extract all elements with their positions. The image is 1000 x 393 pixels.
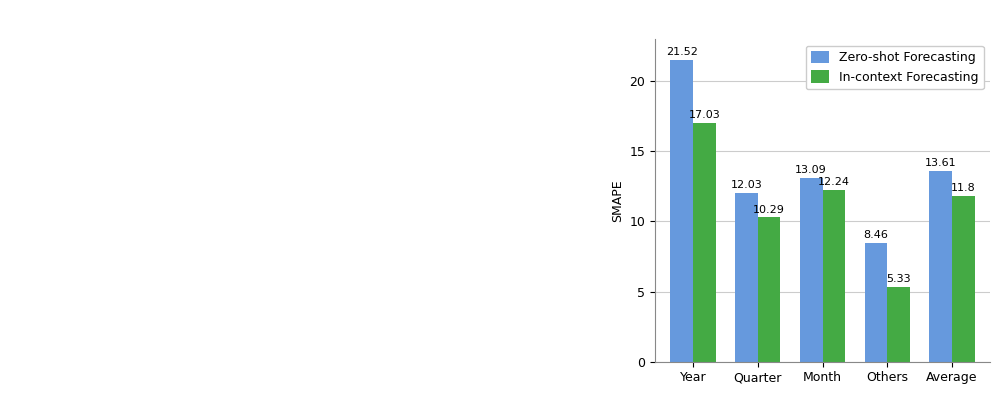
Bar xyxy=(952,196,975,362)
Text: 11.8: 11.8 xyxy=(951,184,976,193)
Bar xyxy=(887,287,910,362)
Text: 21.52: 21.52 xyxy=(666,47,698,57)
Bar xyxy=(735,193,758,362)
Text: 5.33: 5.33 xyxy=(886,274,911,284)
Bar xyxy=(670,60,693,362)
Bar xyxy=(822,190,845,362)
Text: 17.03: 17.03 xyxy=(688,110,720,120)
Text: 13.09: 13.09 xyxy=(795,165,827,175)
Y-axis label: SMAPE: SMAPE xyxy=(611,179,624,222)
Text: 10.29: 10.29 xyxy=(753,205,785,215)
Bar xyxy=(693,123,716,362)
Text: 13.61: 13.61 xyxy=(925,158,957,168)
Text: 12.24: 12.24 xyxy=(818,177,850,187)
Legend: Zero-shot Forecasting, In-context Forecasting: Zero-shot Forecasting, In-context Foreca… xyxy=(806,46,984,89)
Bar xyxy=(758,217,780,362)
Bar xyxy=(929,171,952,362)
Text: 12.03: 12.03 xyxy=(730,180,762,190)
Bar xyxy=(800,178,822,362)
Text: 8.46: 8.46 xyxy=(864,230,888,240)
Bar xyxy=(865,243,887,362)
